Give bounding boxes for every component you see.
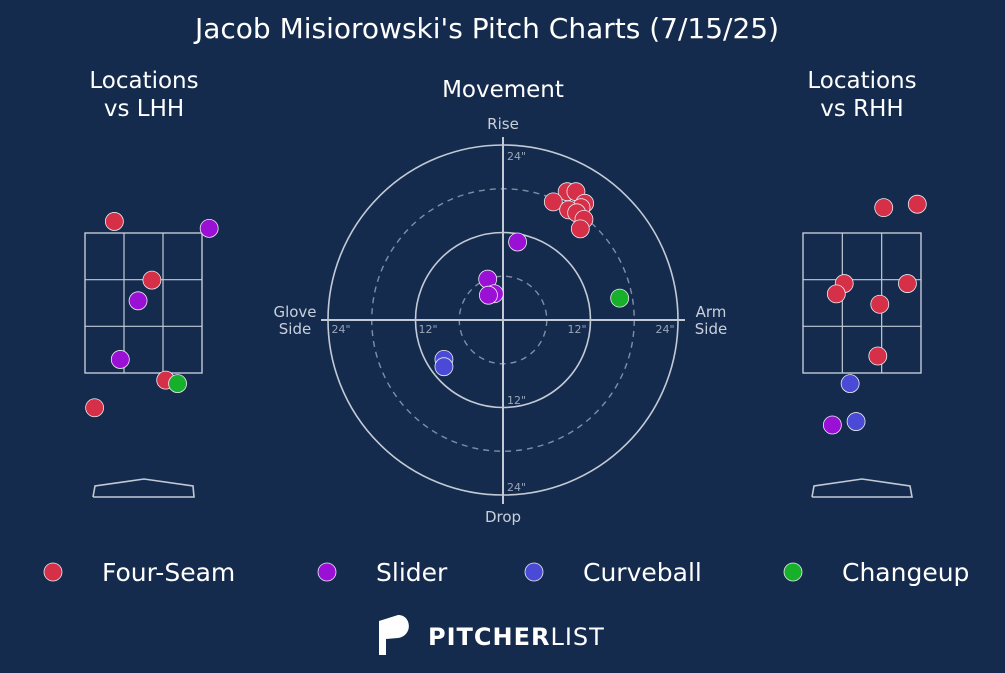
points-movement [434, 182, 630, 377]
title-line: vs RHH [820, 96, 903, 122]
strike-zone-lhh [84, 232, 203, 374]
locations-vs-lhh-panel: Locations vs LHH [84, 68, 219, 498]
legend-item-changeup: Changeup [783, 558, 969, 587]
legend-label: Changeup [842, 558, 969, 587]
legend-item-curveball: Curveball [524, 558, 702, 587]
pitch-point-four-seam [898, 274, 917, 293]
ring-label-24-left: 24" [331, 323, 350, 336]
pitch-point-slider [128, 291, 148, 311]
home-plate-lhh [92, 478, 195, 498]
movement-point-four-seam [543, 192, 563, 212]
brand-light: LIST [550, 623, 604, 651]
pitcherlist-logo: PITCHERLIST [379, 615, 605, 655]
title-line: Locations [89, 68, 198, 94]
pitch-point-four-seam [907, 194, 927, 214]
movement-panel: Movement RiseDropGloveSideArmSide24"24"1… [273, 77, 727, 526]
legend-marker [43, 562, 63, 582]
ring-label-12-right: 12" [567, 323, 586, 336]
strike-zone-outline [84, 232, 203, 374]
legend-item-slider: Slider [317, 558, 448, 587]
axis-label-drop: Drop [485, 508, 521, 526]
legend: Four-Seam Slider Curveball Changeup [43, 558, 969, 587]
pitch-point-four-seam [104, 212, 124, 231]
pitch-point-four-seam [826, 284, 846, 304]
axis-label-arm-side: Side [695, 320, 727, 338]
movement-point-changeup [610, 288, 630, 308]
pitch-point-changeup [168, 374, 187, 394]
axis-label-rise: Rise [487, 115, 519, 133]
pitch-point-four-seam [870, 294, 890, 314]
pitch-point-slider [110, 350, 130, 369]
title-line: Locations [807, 68, 916, 94]
pitch-point-slider [199, 218, 219, 238]
ring-label-24-right: 24" [655, 323, 674, 336]
locations-lhh-title: Locations vs LHH [89, 68, 198, 122]
ring-label-24-bottom: 24" [507, 481, 526, 494]
legend-marker [524, 562, 544, 582]
pitcherlist-logo-icon [379, 615, 409, 655]
legend-label: Four-Seam [102, 558, 235, 587]
pitch-point-four-seam [868, 346, 888, 366]
legend-marker [317, 562, 337, 582]
brand-bold: PITCHER [428, 623, 550, 651]
brand-text: PITCHERLIST [428, 623, 605, 651]
movement-point-slider [479, 285, 498, 305]
axis-label-arm-side: Arm [696, 303, 727, 321]
chart-title: Jacob Misiorowski's Pitch Charts (7/15/2… [193, 12, 779, 45]
title-line: vs LHH [104, 96, 184, 122]
axis-label-glove-side: Glove [273, 303, 316, 321]
ring-label-24-top: 24" [507, 150, 526, 163]
pitch-point-curveball [840, 374, 860, 394]
pitch-point-four-seam [142, 270, 162, 290]
strike-zone-outline [802, 232, 922, 374]
locations-rhh-title: Locations vs RHH [807, 68, 916, 122]
home-plate-rhh [811, 478, 913, 498]
legend-marker [783, 562, 803, 582]
locations-vs-rhh-panel: Locations vs RHH [802, 68, 927, 498]
movement-title: Movement [442, 77, 564, 103]
pitch-point-four-seam [874, 198, 894, 218]
ring-label-12-bottom: 12" [507, 394, 526, 407]
ring-label-12-left: 12" [418, 323, 437, 336]
movement-point-slider [508, 232, 527, 252]
movement-point-curveball [434, 357, 454, 377]
axis-label-glove-side: Side [279, 320, 311, 338]
movement-point-four-seam [570, 219, 590, 239]
legend-label: Curveball [583, 558, 702, 587]
points-lhh [85, 212, 219, 418]
pitch-point-slider [822, 415, 842, 435]
legend-item-four-seam: Four-Seam [43, 558, 235, 587]
points-rhh [822, 194, 927, 435]
pitch-point-curveball [846, 412, 866, 431]
legend-label: Slider [376, 558, 448, 587]
pitch-point-four-seam [85, 398, 105, 418]
